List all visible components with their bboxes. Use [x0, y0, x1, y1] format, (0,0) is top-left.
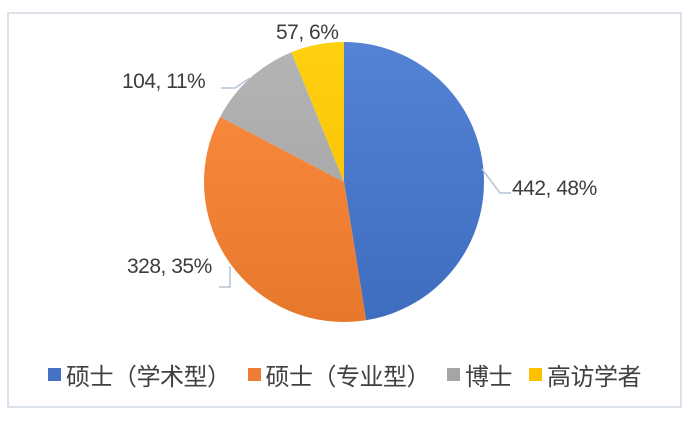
pie-slice-0 [344, 42, 484, 321]
legend-item-phd: 博士 [447, 357, 513, 392]
pie-slice-1 [204, 116, 367, 322]
data-label-visiting-scholar: 57, 6% [276, 21, 339, 44]
legend-swatch-yellow-icon [529, 367, 542, 381]
legend-label: 博士 [465, 363, 513, 391]
legend-label: 硕士（学术型） [66, 363, 231, 391]
leader-line-2 [221, 77, 251, 89]
legend-swatch-orange-icon [247, 367, 261, 381]
legend-label: 高访学者 [547, 363, 642, 391]
legend-label: 硕士（专业型） [265, 363, 431, 391]
legend-swatch-gray-icon [447, 367, 460, 381]
data-label-phd: 104, 11% [122, 70, 206, 93]
leader-line-1 [219, 266, 231, 288]
legend-item-masters-academic: 硕士（学术型） [48, 357, 231, 392]
chart-legend: 硕士（学术型） 硕士（专业型） 博士 高访学者 [7, 357, 682, 391]
pie-slice-3 [291, 42, 344, 182]
data-label-masters-academic: 442, 48% [512, 177, 597, 200]
pie-slice-2 [220, 52, 344, 183]
leader-line-0 [481, 168, 511, 194]
legend-swatch-blue-icon [48, 367, 61, 381]
data-label-masters-professional: 328, 35% [127, 255, 212, 278]
legend-item-visiting-scholar: 高访学者 [529, 357, 642, 392]
legend-item-masters-professional: 硕士（专业型） [247, 357, 431, 392]
